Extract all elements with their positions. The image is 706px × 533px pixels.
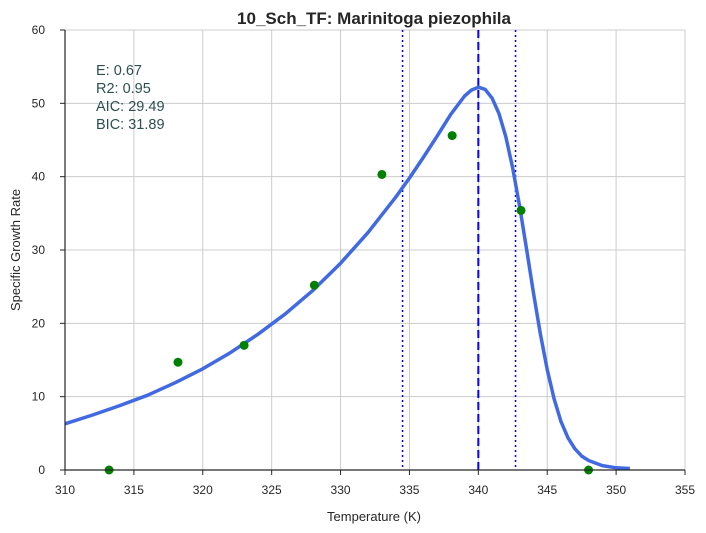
y-tick-labels: 0 10 20 30 40 50 60 [32, 23, 46, 477]
chart-title: 10_Sch_TF: Marinitoga piezophila [237, 9, 511, 28]
x-tick-label: 335 [399, 483, 419, 497]
y-tick-label: 40 [32, 170, 46, 184]
fit-stat-label: AIC: 29.49 [96, 99, 165, 115]
data-point [447, 131, 457, 141]
fit-curve [64, 85, 630, 471]
fit-stat-label: E: 0.67 [96, 63, 142, 79]
fit-statistics: E: 0.67 R2: 0.95 AIC: 29.49 BIC: 31.89 [96, 63, 165, 133]
reference-lines [401, 30, 517, 470]
x-tick-label: 350 [606, 483, 626, 497]
data-point [173, 357, 183, 367]
x-tick-label: 320 [193, 483, 213, 497]
y-axis-label: Specific Growth Rate [8, 189, 23, 311]
axes [60, 29, 686, 475]
fit-curve-group [64, 85, 630, 471]
x-tick-label: 315 [124, 483, 144, 497]
y-tick-label: 30 [32, 243, 46, 257]
x-tick-label: 345 [537, 483, 557, 497]
x-tick-label: 330 [331, 483, 351, 497]
grid [64, 29, 686, 471]
data-point [377, 169, 387, 179]
y-tick-label: 20 [32, 316, 46, 330]
data-point [309, 280, 319, 290]
x-tick-label: 325 [262, 483, 282, 497]
y-tick-label: 60 [32, 23, 46, 37]
x-axis-label: Temperature (K) [327, 509, 421, 524]
y-tick-label: 0 [38, 463, 45, 477]
y-tick-label: 50 [32, 96, 46, 110]
x-tick-label: 355 [675, 483, 695, 497]
data-point [239, 340, 249, 350]
x-tick-label: 310 [55, 483, 75, 497]
x-tick-label: 340 [468, 483, 488, 497]
x-tick-labels: 310 315 320 325 330 335 340 345 350 355 [55, 483, 695, 497]
y-tick-label: 10 [32, 390, 46, 404]
fit-stat-label: BIC: 31.89 [96, 117, 165, 133]
fit-stat-label: R2: 0.95 [96, 81, 151, 97]
data-points [104, 131, 594, 475]
data-point [516, 205, 526, 215]
